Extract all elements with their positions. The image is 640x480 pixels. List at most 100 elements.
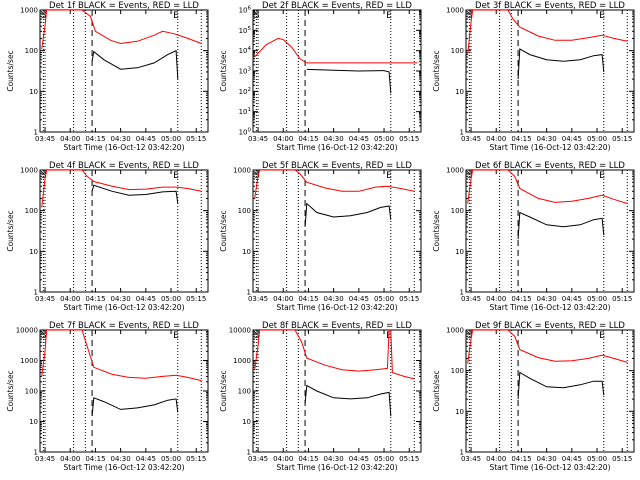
series-line-lld bbox=[254, 330, 415, 380]
x-tick-label: 04:30 bbox=[111, 135, 131, 143]
y-tick-label: 1000 bbox=[233, 167, 251, 175]
chart-title: Det 7f BLACK = Events, RED = LLD bbox=[49, 321, 199, 331]
x-axis-label: Start Time (16-Oct-12 03:42:20) bbox=[276, 143, 397, 152]
y-tick-label: 100 bbox=[238, 388, 251, 396]
x-tick-label: 03:45 bbox=[35, 455, 55, 463]
y-tick-label: 10000 bbox=[229, 327, 251, 335]
series-line-events bbox=[517, 211, 605, 240]
x-tick-label: 04:00 bbox=[486, 135, 506, 143]
x-tick-label: 05:00 bbox=[374, 295, 394, 303]
x-tick-label: 04:45 bbox=[349, 135, 369, 143]
chart-title: Det 4f BLACK = Events, RED = LLD bbox=[49, 161, 199, 171]
y-axis-label: Counts/sec bbox=[219, 210, 228, 251]
y-tick-label: 102 bbox=[239, 87, 251, 96]
series-line-lld bbox=[467, 330, 628, 364]
x-axis-label: Start Time (16-Oct-12 03:42:20) bbox=[489, 143, 610, 152]
y-tick-label: 1 bbox=[34, 129, 38, 137]
plot-frame bbox=[252, 9, 422, 133]
x-tick-label: 04:30 bbox=[537, 295, 557, 303]
series-line-lld bbox=[467, 10, 628, 55]
plot-frame bbox=[252, 329, 422, 453]
x-tick-label: 04:45 bbox=[349, 295, 369, 303]
chart-title: Det 6f BLACK = Events, RED = LLD bbox=[475, 161, 625, 171]
x-tick-label: 04:00 bbox=[273, 135, 293, 143]
y-tick-label: 1000 bbox=[20, 357, 38, 365]
x-tick-label: 04:15 bbox=[298, 455, 318, 463]
y-axis-label: Counts/sec bbox=[6, 210, 15, 251]
x-axis-label: Start Time (16-Oct-12 03:42:20) bbox=[63, 463, 184, 472]
y-tick-label: 104 bbox=[239, 46, 252, 55]
x-tick-label: 04:15 bbox=[85, 135, 105, 143]
y-tick-label: 10 bbox=[29, 248, 38, 256]
start-marker: S bbox=[467, 331, 473, 341]
y-tick-label: 10 bbox=[455, 248, 464, 256]
y-tick-label: 10 bbox=[455, 408, 464, 416]
series-line-events bbox=[91, 184, 179, 204]
x-tick-label: 04:15 bbox=[511, 135, 531, 143]
x-tick-label: 03:45 bbox=[461, 295, 481, 303]
x-tick-label: 04:45 bbox=[136, 295, 156, 303]
x-tick-label: 04:00 bbox=[60, 455, 80, 463]
series-line-events bbox=[304, 202, 392, 227]
y-tick-label: 103 bbox=[239, 67, 252, 76]
y-tick-label: 100 bbox=[238, 207, 251, 215]
chart-panel-6: Det 6f BLACK = Events, RED = LLD 03:45 04:… bbox=[432, 161, 635, 312]
end-marker: E bbox=[173, 331, 179, 341]
series-line-events bbox=[306, 68, 392, 94]
series-line-events bbox=[517, 48, 605, 80]
y-tick-label: 1000 bbox=[233, 357, 251, 365]
y-tick-label: 10 bbox=[29, 88, 38, 96]
start-marker: S bbox=[41, 171, 47, 181]
plot-frame bbox=[465, 9, 635, 133]
x-axis-label: Start Time (16-Oct-12 03:42:20) bbox=[276, 303, 397, 312]
y-tick-label: 105 bbox=[239, 26, 252, 35]
x-tick-label: 04:30 bbox=[324, 295, 344, 303]
start-marker: S bbox=[41, 11, 47, 21]
x-tick-label: 04:15 bbox=[511, 455, 531, 463]
x-tick-label: 04:15 bbox=[85, 455, 105, 463]
x-tick-label: 05:15 bbox=[186, 135, 206, 143]
x-tick-label: 05:15 bbox=[186, 295, 206, 303]
series-line-events bbox=[91, 49, 179, 80]
x-tick-label: 04:30 bbox=[111, 295, 131, 303]
x-tick-label: 05:15 bbox=[399, 295, 419, 303]
end-marker: E bbox=[386, 171, 392, 181]
y-axis-label: Counts/sec bbox=[432, 50, 441, 91]
y-tick-label: 10 bbox=[29, 418, 38, 426]
series-line-events bbox=[91, 397, 179, 417]
plot-frame bbox=[39, 329, 209, 453]
y-tick-label: 1 bbox=[247, 289, 251, 297]
start-marker: S bbox=[254, 171, 260, 181]
x-tick-label: 04:15 bbox=[298, 135, 318, 143]
y-tick-label: 1 bbox=[34, 289, 38, 297]
y-tick-label: 1 bbox=[34, 449, 38, 457]
y-tick-label: 1000 bbox=[20, 167, 38, 175]
x-tick-label: 03:45 bbox=[461, 135, 481, 143]
y-tick-label: 100 bbox=[25, 388, 38, 396]
y-tick-label: 100 bbox=[451, 207, 464, 215]
x-tick-label: 04:30 bbox=[537, 135, 557, 143]
y-tick-label: 1 bbox=[460, 129, 464, 137]
chart-panel-5: Det 5f BLACK = Events, RED = LLD 03:45 04:… bbox=[219, 161, 422, 312]
chart-panel-1: Det 1f BLACK = Events, RED = LLD 03:45 04:… bbox=[6, 1, 209, 152]
x-tick-label: 04:00 bbox=[273, 295, 293, 303]
plot-frame bbox=[252, 169, 422, 293]
chart-panel-8: Det 8f BLACK = Events, RED = LLD 03:45 04:… bbox=[219, 321, 422, 472]
x-tick-label: 03:45 bbox=[35, 135, 55, 143]
chart-title: Det 9f BLACK = Events, RED = LLD bbox=[475, 321, 625, 331]
y-tick-label: 100 bbox=[451, 367, 464, 375]
series-line-lld bbox=[41, 10, 202, 50]
y-axis-label: Counts/sec bbox=[6, 370, 15, 411]
y-axis-label: Counts/sec bbox=[6, 50, 15, 91]
x-tick-label: 05:00 bbox=[161, 135, 181, 143]
y-tick-label: 1 bbox=[460, 449, 464, 457]
x-tick-label: 05:00 bbox=[587, 455, 607, 463]
y-tick-label: 1 bbox=[460, 289, 464, 297]
end-marker: E bbox=[599, 331, 605, 341]
x-tick-label: 04:15 bbox=[511, 295, 531, 303]
x-tick-label: 04:45 bbox=[562, 455, 582, 463]
x-tick-label: 05:00 bbox=[587, 295, 607, 303]
end-marker: E bbox=[599, 171, 605, 181]
x-tick-label: 03:45 bbox=[248, 135, 268, 143]
chart-panel-3: Det 3f BLACK = Events, RED = LLD 03:45 04:… bbox=[432, 1, 635, 152]
